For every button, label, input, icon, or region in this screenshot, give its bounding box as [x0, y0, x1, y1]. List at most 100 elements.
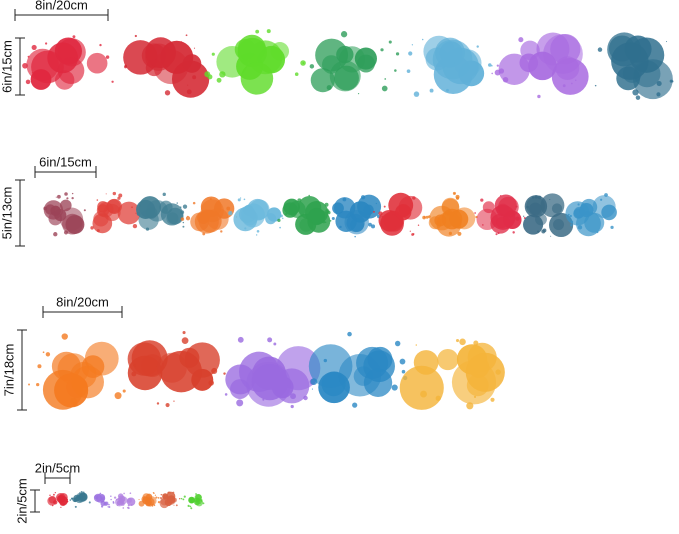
- splat-drop: [352, 402, 358, 408]
- splat-drop: [22, 62, 28, 69]
- paint-splat: [406, 35, 493, 97]
- splat-drop: [411, 233, 414, 236]
- splat-drop: [310, 378, 318, 386]
- splat-drop: [202, 232, 206, 236]
- splat-drop: [100, 505, 104, 508]
- splat-drop: [445, 88, 449, 92]
- splat-drop: [51, 504, 54, 507]
- paint-splat: [138, 491, 161, 507]
- splat-drop: [297, 198, 302, 203]
- splat-drop: [28, 383, 31, 386]
- splat-drop: [488, 63, 492, 67]
- splat-drop: [31, 72, 33, 74]
- splat-drop: [515, 216, 520, 221]
- splat-drop: [88, 501, 91, 504]
- splat-drop: [228, 211, 233, 216]
- splat-drop: [173, 400, 175, 402]
- splat-drop: [537, 94, 541, 99]
- splat-drop: [324, 202, 329, 207]
- splat-drop: [381, 215, 384, 218]
- splat-drop: [131, 371, 137, 377]
- splat-drop: [113, 496, 117, 499]
- splat-drop: [435, 395, 441, 401]
- splat-drop: [327, 210, 331, 215]
- splat-drop: [164, 90, 171, 96]
- splat-drop: [496, 64, 499, 67]
- splat-drop: [200, 499, 203, 501]
- splat-drop: [372, 210, 375, 213]
- splat-drop: [66, 197, 69, 200]
- splat-drop: [53, 493, 55, 496]
- splat-drop: [596, 231, 599, 234]
- splat-drop: [266, 29, 271, 34]
- splat-blob: [399, 365, 444, 410]
- splat-drop: [455, 196, 460, 200]
- splat-drop: [577, 203, 580, 206]
- splat-drop: [406, 69, 411, 73]
- splat-drop: [112, 191, 117, 196]
- splat-drop: [632, 89, 639, 96]
- splat-row: 8in/20cm 6in/15cm: [0, 0, 674, 100]
- splat-drop: [411, 44, 414, 46]
- splat-drop: [160, 493, 163, 496]
- splat-blob: [126, 497, 132, 503]
- splat-drop: [216, 77, 222, 83]
- splat-drop: [45, 352, 51, 357]
- splat-blob: [237, 37, 267, 68]
- splat-drop: [421, 38, 424, 41]
- paint-splat: [113, 492, 136, 510]
- splat-drop: [490, 397, 495, 402]
- splat-drop: [473, 395, 477, 398]
- splat-drop: [108, 503, 110, 506]
- splat-row: 6in/15cm 5in/13cm: [0, 154, 617, 247]
- splat-blob: [395, 204, 412, 221]
- splat-drop: [308, 194, 311, 197]
- splat-blob: [423, 35, 455, 68]
- paint-splat: [422, 191, 478, 237]
- splat-drop: [375, 202, 377, 205]
- width-label: 2in/5cm: [35, 460, 81, 475]
- splat-drop: [172, 491, 175, 494]
- splat-drop: [37, 364, 42, 369]
- splat-blob: [194, 499, 200, 506]
- splat-drop: [409, 230, 411, 232]
- splat-drop: [474, 212, 476, 214]
- splat-drop: [156, 402, 160, 405]
- splat-drop: [71, 196, 74, 200]
- splat-blob: [86, 52, 108, 74]
- splat-blob: [611, 42, 649, 80]
- splat-drop: [105, 55, 110, 59]
- splat-drop: [502, 76, 509, 83]
- splat-blob: [434, 214, 447, 227]
- splat-blob: [381, 214, 399, 232]
- splat-drop: [186, 89, 192, 95]
- paint-splat: [565, 193, 617, 237]
- splat-blob: [454, 49, 482, 77]
- splat-blob: [551, 203, 563, 214]
- splat-drop: [53, 232, 58, 237]
- splat-drop: [323, 358, 328, 363]
- splat-drop: [473, 340, 479, 346]
- width-label: 6in/15cm: [39, 154, 92, 169]
- splat-drop: [138, 499, 140, 501]
- splat-drop: [132, 223, 138, 229]
- paint-splat: [127, 331, 226, 408]
- splat-blob: [65, 215, 85, 235]
- splat-drop: [36, 382, 40, 387]
- splat-drop: [157, 497, 160, 499]
- splat-blob: [334, 197, 356, 219]
- splat-drop: [168, 491, 170, 493]
- splat-drop: [72, 35, 76, 39]
- splat-drop: [401, 369, 406, 374]
- width-label: 8in/20cm: [35, 0, 88, 12]
- splat-blob: [579, 203, 594, 218]
- splat-drop: [187, 84, 189, 86]
- splat-blob: [437, 348, 459, 371]
- paint-splat: [309, 31, 400, 95]
- splat-blob: [322, 55, 341, 74]
- splat-drop: [671, 80, 674, 83]
- splat-drop: [322, 220, 326, 224]
- splat-drop: [126, 506, 129, 509]
- splat-drop: [110, 498, 112, 501]
- splat-blob: [270, 42, 290, 61]
